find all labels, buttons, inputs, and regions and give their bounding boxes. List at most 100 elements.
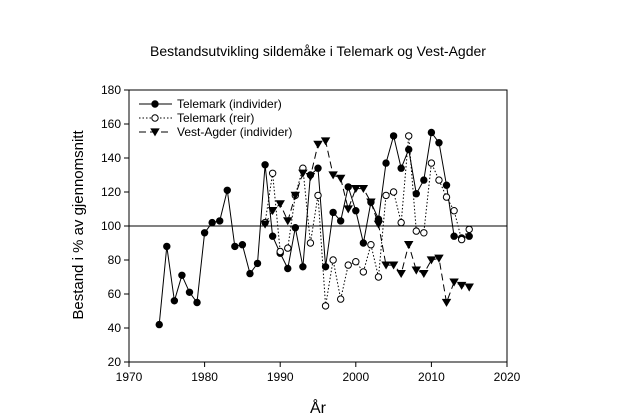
data-point-1-1996 bbox=[321, 302, 330, 310]
data-point-1-1991 bbox=[284, 244, 292, 252]
data-point-2-2000 bbox=[351, 184, 361, 193]
data-point-0-1974 bbox=[155, 320, 163, 329]
data-point-0-1995 bbox=[314, 164, 322, 172]
y-tick-label-80: 80 bbox=[108, 253, 122, 267]
data-point-2-2007 bbox=[403, 241, 414, 250]
legend-label-2: Vest-Agder (individer) bbox=[177, 125, 292, 139]
data-point-0-2005 bbox=[389, 132, 398, 140]
data-point-0-2008 bbox=[412, 190, 420, 198]
y-tick-label-60: 60 bbox=[108, 287, 122, 301]
data-point-1-2008 bbox=[412, 227, 420, 235]
legend-label-1: Telemark (reir) bbox=[177, 111, 254, 125]
data-point-1-2002 bbox=[367, 241, 375, 249]
data-point-1-2009 bbox=[420, 229, 428, 237]
series-line-2 bbox=[264, 140, 470, 305]
data-point-1-2007 bbox=[405, 132, 413, 140]
data-point-2-1988 bbox=[260, 220, 270, 229]
data-point-2-2013 bbox=[449, 278, 459, 287]
data-point-0-1976 bbox=[170, 297, 179, 305]
data-point-2-2003 bbox=[373, 220, 384, 229]
data-point-0-1981 bbox=[208, 218, 216, 227]
data-point-0-1991 bbox=[284, 264, 292, 273]
data-point-1-2005 bbox=[389, 188, 398, 196]
data-point-2-2015 bbox=[464, 283, 474, 292]
data-point-1-1995 bbox=[314, 191, 322, 200]
data-point-2-1992 bbox=[290, 191, 301, 200]
data-point-0-2007 bbox=[405, 145, 413, 154]
data-point-1-2000 bbox=[352, 258, 360, 266]
data-point-0-1989 bbox=[268, 232, 277, 240]
legend-label-0: Telemark (individer) bbox=[177, 97, 282, 111]
x-tick-label-1970: 1970 bbox=[116, 370, 143, 384]
legend-item-1: Telemark (reir) bbox=[139, 111, 254, 125]
data-point-2-2014 bbox=[456, 281, 467, 290]
data-point-0-2001 bbox=[359, 239, 368, 247]
x-tick-label-1990: 1990 bbox=[267, 370, 294, 384]
data-point-0-1977 bbox=[178, 271, 186, 279]
data-point-0-2011 bbox=[435, 139, 443, 147]
chart-title: Bestandsutvikling sildemåke i Telemark o… bbox=[150, 43, 486, 59]
data-point-2-2001 bbox=[358, 184, 369, 193]
data-point-0-2012 bbox=[442, 181, 451, 189]
data-point-0-1998 bbox=[336, 217, 345, 225]
data-point-0-1996 bbox=[321, 263, 330, 271]
x-tick-label-2010: 2010 bbox=[418, 370, 445, 384]
data-point-0-2010 bbox=[427, 128, 436, 137]
data-point-0-1987 bbox=[253, 259, 262, 268]
data-point-1-1998 bbox=[336, 295, 345, 303]
data-point-2-2011 bbox=[434, 254, 444, 263]
y-tick-label-20: 20 bbox=[108, 355, 122, 369]
data-point-0-1984 bbox=[231, 242, 239, 251]
data-point-0-2006 bbox=[397, 164, 405, 172]
data-point-0-1983 bbox=[223, 186, 231, 195]
y-tick-label-100: 100 bbox=[101, 219, 121, 233]
series-2 bbox=[260, 137, 474, 307]
data-point-2-1998 bbox=[335, 174, 346, 183]
legend-marker-0 bbox=[151, 100, 159, 108]
data-point-1-1994 bbox=[306, 239, 315, 247]
data-point-1-2006 bbox=[397, 218, 405, 227]
data-point-0-1999 bbox=[344, 183, 352, 191]
data-point-1-2010 bbox=[427, 159, 436, 167]
y-tick-label-180: 180 bbox=[101, 83, 121, 97]
x-tick-label-1980: 1980 bbox=[191, 370, 218, 384]
data-point-0-1985 bbox=[238, 241, 247, 249]
series-0 bbox=[155, 128, 473, 329]
data-point-2-2004 bbox=[381, 261, 391, 270]
x-tick-label-2020: 2020 bbox=[494, 370, 521, 384]
data-point-1-1989 bbox=[268, 169, 277, 178]
data-point-1-2012 bbox=[442, 193, 451, 201]
data-point-2-2010 bbox=[426, 256, 437, 265]
data-point-0-1978 bbox=[185, 288, 194, 296]
series-line-1 bbox=[264, 135, 470, 306]
data-point-1-2003 bbox=[374, 273, 383, 281]
data-point-0-2004 bbox=[382, 159, 390, 167]
data-point-0-1993 bbox=[299, 263, 307, 271]
data-point-1-2011 bbox=[435, 176, 443, 184]
data-point-0-2009 bbox=[420, 176, 428, 184]
data-point-0-2015 bbox=[465, 232, 473, 240]
legend-item-2: Vest-Agder (individer) bbox=[139, 125, 292, 139]
x-tick-label-2000: 2000 bbox=[342, 370, 369, 384]
data-point-2-1997 bbox=[328, 171, 338, 180]
data-point-2-2002 bbox=[366, 198, 376, 207]
data-point-2-1990 bbox=[275, 200, 285, 209]
data-point-2-2005 bbox=[388, 261, 399, 270]
data-point-1-2013 bbox=[450, 207, 458, 215]
data-point-0-1975 bbox=[163, 242, 171, 251]
data-point-1-2004 bbox=[382, 191, 390, 200]
data-point-2-1989 bbox=[267, 207, 278, 216]
data-point-0-1986 bbox=[246, 269, 254, 278]
data-point-2-1995 bbox=[313, 140, 323, 149]
data-point-2-1996 bbox=[320, 137, 331, 146]
plot-area: 1970 1980 1990 2000 2010 20202040608010012014… bbox=[101, 83, 521, 384]
data-point-0-1988 bbox=[261, 161, 269, 169]
series-line-0 bbox=[158, 131, 470, 325]
y-tick-label-160: 160 bbox=[101, 117, 121, 131]
data-point-0-2000 bbox=[352, 207, 360, 215]
y-tick-label-140: 140 bbox=[101, 151, 121, 165]
data-point-1-1999 bbox=[344, 261, 352, 269]
y-tick-label-40: 40 bbox=[108, 321, 122, 335]
data-point-2-2012 bbox=[441, 298, 452, 307]
